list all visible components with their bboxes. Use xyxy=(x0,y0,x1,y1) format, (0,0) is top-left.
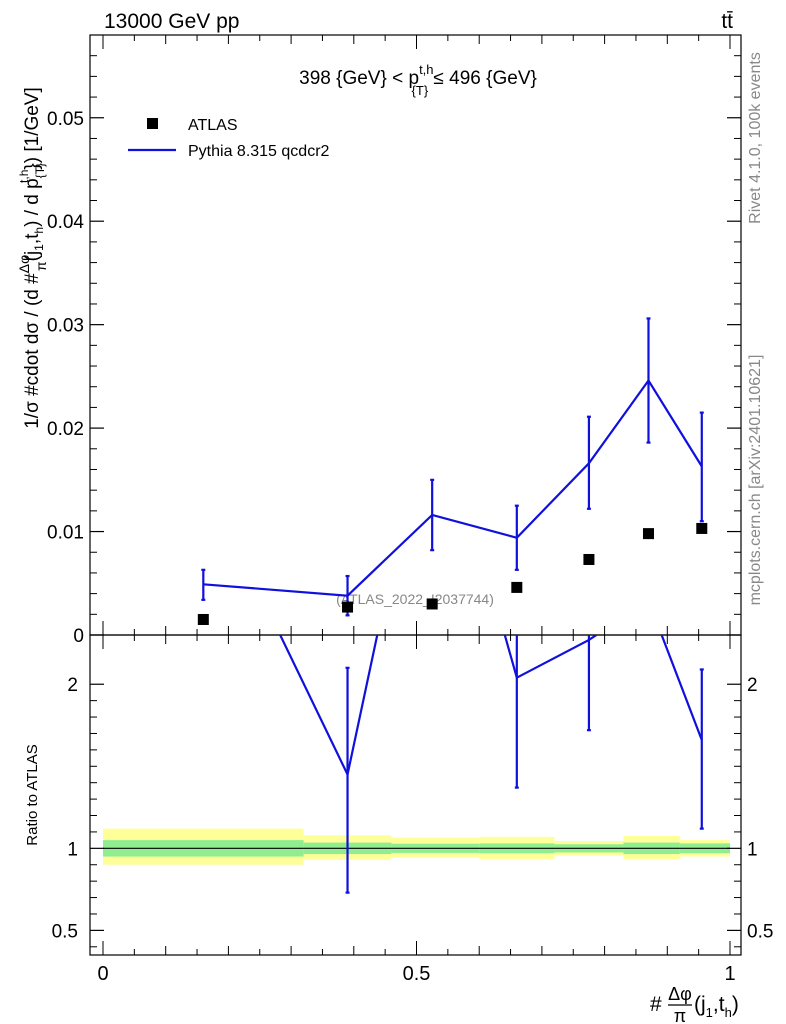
main-y-tick-label: 0 xyxy=(73,626,84,647)
legend: ATLAS Pythia 8.315 qcdcr2 xyxy=(128,117,330,160)
xlabel-pre: # xyxy=(650,993,662,1016)
chart-title: 398 {GeV} < pt,h {T} ≤ 496 {GeV} xyxy=(299,62,537,98)
main-series xyxy=(197,317,708,625)
main-y-axis: 0 0.01 0.02 0.03 0.04 0.05 xyxy=(47,34,741,647)
xlabel-b-sub: h xyxy=(725,1005,732,1020)
ratio-series xyxy=(278,635,704,894)
watermark: (ATLAS_2022_I2037744) xyxy=(336,591,494,607)
ratio-y-axis-label: Ratio to ATLAS xyxy=(24,744,41,845)
header-left: 13000 GeV pp xyxy=(104,10,239,33)
legend-atlas-marker xyxy=(147,118,158,129)
title-sub: {T} xyxy=(412,83,429,98)
rivet-label: Rivet 4.1.0, 100k events xyxy=(747,52,764,224)
ratio-y-tick-label-right: 1 xyxy=(747,839,758,860)
ratio-axes: 0 0.5 1 0.5 0.5 1 1 2 2 xyxy=(52,635,773,985)
xlabel-frac-den: π xyxy=(674,1006,686,1024)
atlas-point xyxy=(696,522,708,534)
ratio-pythia-line xyxy=(278,635,703,778)
xlabel-c: ) xyxy=(732,993,739,1016)
header-right: tt̄ xyxy=(721,10,733,33)
ylabel-c-sub: h xyxy=(32,227,46,234)
atlas-point xyxy=(342,601,354,613)
ratio-x-tick-label: 0 xyxy=(97,963,108,985)
ylabel-a: 1/σ #cdot dσ / (d # xyxy=(22,273,43,429)
ratio-bands xyxy=(103,828,730,865)
ratio-y-tick-label-right: 0.5 xyxy=(747,921,773,942)
legend-atlas-label: ATLAS xyxy=(188,117,238,134)
ylabel-b: (j xyxy=(22,251,43,262)
main-y-axis-label: 1/σ #cdot dσ / (d #Δφπ(j1,th) / d p{T}t,… xyxy=(16,87,49,429)
ratio-frame xyxy=(89,634,742,956)
ylabel-d-sup: t,h xyxy=(17,170,31,183)
main-y-tick-label: 0.03 xyxy=(47,316,84,337)
atlas-point xyxy=(197,613,209,625)
ylabel-e: }) [1/GeV] xyxy=(22,87,43,169)
title-pre: 398 {GeV} < p xyxy=(299,68,419,89)
atlas-point xyxy=(583,553,595,565)
ratio-y-tick-label-right: 2 xyxy=(747,675,758,696)
xlabel-frac-num: Δφ xyxy=(668,984,692,1004)
ylabel-frac-den: π xyxy=(33,261,49,271)
xlabel-a-sub: 1 xyxy=(706,1005,713,1020)
x-axis-label: # Δφ π (j1,th) xyxy=(650,984,739,1024)
ratio-y-tick-label: 1 xyxy=(67,839,78,860)
ratio-panel xyxy=(89,634,742,956)
pythia-line xyxy=(203,378,703,597)
title-post: ≤ 496 {GeV} xyxy=(428,68,537,89)
ratio-y-tick-label: 0.5 xyxy=(52,921,78,942)
atlas-point xyxy=(511,581,523,593)
main-y-tick-label: 0.01 xyxy=(47,523,84,544)
main-y-tick-label: 0.04 xyxy=(47,212,84,233)
atlas-point xyxy=(426,598,438,610)
ylabel-frac-num: Δφ xyxy=(16,255,32,273)
main-y-tick-label: 0.02 xyxy=(47,419,84,440)
ylabel-c: ,t xyxy=(22,233,43,244)
legend-pythia-label: Pythia 8.315 qcdcr2 xyxy=(188,143,330,160)
ratio-x-tick-label: 1 xyxy=(724,963,735,985)
title-sup: t,h xyxy=(419,62,433,77)
atlas-point xyxy=(642,528,654,540)
xlabel-rest: (j1,th) xyxy=(694,993,739,1020)
xlabel-b: ,t xyxy=(713,993,725,1016)
main-y-tick-label: 0.05 xyxy=(47,109,84,130)
xlabel-a: (j xyxy=(694,993,706,1016)
ylabel-d: ) / d p xyxy=(22,178,43,227)
ratio-x-tick-label: 0.5 xyxy=(403,963,431,985)
ylabel-d-sub: {T} xyxy=(33,163,47,178)
ylabel-b-sub: 1 xyxy=(32,244,46,251)
ratio-y-tick-label: 2 xyxy=(67,675,78,696)
mcplots-label: mcplots.cern.ch [arXiv:2401.10621] xyxy=(747,355,764,606)
